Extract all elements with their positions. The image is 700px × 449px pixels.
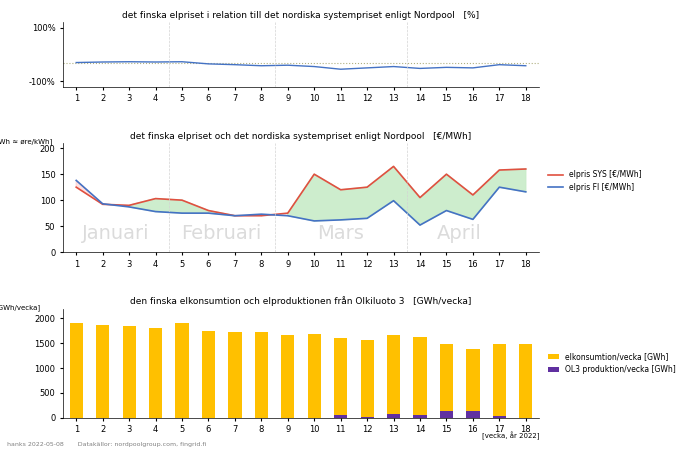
Legend: elpris SYS [€/MWh], elpris FI [€/MWh]: elpris SYS [€/MWh], elpris FI [€/MWh] [547, 170, 642, 192]
elpris SYS [€/MWh] [151, 196, 160, 201]
Legend: elkonsumtion/vecka [GWh], OL3 produktion/vecka [GWh]: elkonsumtion/vecka [GWh], OL3 produktion… [547, 352, 676, 374]
Text: Januari: Januari [82, 224, 150, 243]
elpris FI [€/MWh] [389, 198, 398, 203]
elpris FI [€/MWh] [363, 216, 371, 221]
Bar [176, 323, 188, 418]
Bar [69, 323, 83, 418]
elpris FI [€/MWh] [310, 218, 319, 224]
elpris SYS [€/MWh] [204, 208, 213, 213]
Line: elpris FI [€/MWh]: elpris FI [€/MWh] [76, 180, 526, 225]
elpris FI [€/MWh] [337, 217, 345, 223]
Bar [334, 338, 347, 418]
elpris FI [€/MWh] [151, 209, 160, 214]
Bar [334, 415, 347, 418]
elpris SYS [€/MWh] [125, 202, 133, 208]
elpris SYS [€/MWh] [495, 167, 503, 173]
Bar [519, 344, 533, 418]
elpris FI [€/MWh] [284, 213, 292, 218]
elpris FI [€/MWh] [416, 222, 424, 228]
Title: det finska elpriset i relation till det nordiska systempriset enligt Nordpool   : det finska elpriset i relation till det … [122, 11, 480, 20]
elpris FI [€/MWh] [99, 201, 107, 207]
Text: hanks 2022-05-08       Datakällor: nordpoolgroup.com, fingrid.fi: hanks 2022-05-08 Datakällor: nordpoolgro… [7, 442, 206, 447]
Bar [493, 344, 506, 418]
Bar [414, 415, 426, 418]
elpris SYS [€/MWh] [72, 185, 80, 190]
elpris FI [€/MWh] [204, 211, 213, 216]
Text: Mars: Mars [317, 224, 364, 243]
Bar [360, 417, 374, 418]
Bar [122, 326, 136, 418]
elpris SYS [€/MWh] [284, 211, 292, 216]
elpris SYS [€/MWh] [389, 164, 398, 169]
elpris FI [€/MWh] [469, 217, 477, 222]
Bar [202, 331, 215, 418]
Bar [493, 416, 506, 418]
Line: elpris SYS [€/MWh]: elpris SYS [€/MWh] [76, 167, 526, 216]
Bar [387, 335, 400, 418]
Text: Februari: Februari [181, 224, 262, 243]
Bar [360, 340, 374, 418]
Bar [466, 349, 480, 418]
elpris FI [€/MWh] [231, 213, 239, 218]
elpris FI [€/MWh] [495, 185, 503, 190]
elpris SYS [€/MWh] [231, 213, 239, 218]
Bar [307, 334, 321, 418]
Bar [414, 337, 426, 418]
Y-axis label: [GWh/vecka]: [GWh/vecka] [0, 304, 41, 311]
Bar [440, 411, 453, 418]
elpris FI [€/MWh] [257, 211, 265, 217]
Bar [96, 325, 109, 418]
elpris SYS [€/MWh] [178, 198, 186, 203]
elpris FI [€/MWh] [72, 178, 80, 183]
Bar [228, 332, 242, 418]
Bar [440, 344, 453, 418]
elpris SYS [€/MWh] [442, 172, 451, 177]
elpris SYS [€/MWh] [337, 187, 345, 193]
elpris FI [€/MWh] [442, 208, 451, 213]
Title: det finska elpriset och det nordiska systempriset enligt Nordpool   [€/MWh]: det finska elpriset och det nordiska sys… [130, 132, 472, 141]
elpris SYS [€/MWh] [469, 192, 477, 198]
Bar [149, 328, 162, 418]
Text: [vecka, år 2022]: [vecka, år 2022] [482, 432, 539, 440]
elpris FI [€/MWh] [125, 204, 133, 210]
Title: den finska elkonsumtion och elproduktionen från Olkiluoto 3   [GWh/vecka]: den finska elkonsumtion och elproduktion… [130, 296, 472, 306]
elpris SYS [€/MWh] [416, 195, 424, 200]
Bar [255, 332, 268, 418]
Bar [387, 414, 400, 418]
elpris FI [€/MWh] [522, 189, 530, 194]
elpris SYS [€/MWh] [363, 185, 371, 190]
elpris SYS [€/MWh] [310, 172, 319, 177]
elpris SYS [€/MWh] [257, 213, 265, 218]
Text: April: April [438, 224, 482, 243]
Bar [466, 411, 480, 418]
Bar [281, 335, 295, 418]
elpris SYS [€/MWh] [522, 166, 530, 172]
Y-axis label: [€/MWh ≈ øre/kWh]: [€/MWh ≈ øre/kWh] [0, 139, 52, 145]
elpris SYS [€/MWh] [99, 202, 107, 207]
elpris FI [€/MWh] [178, 211, 186, 216]
